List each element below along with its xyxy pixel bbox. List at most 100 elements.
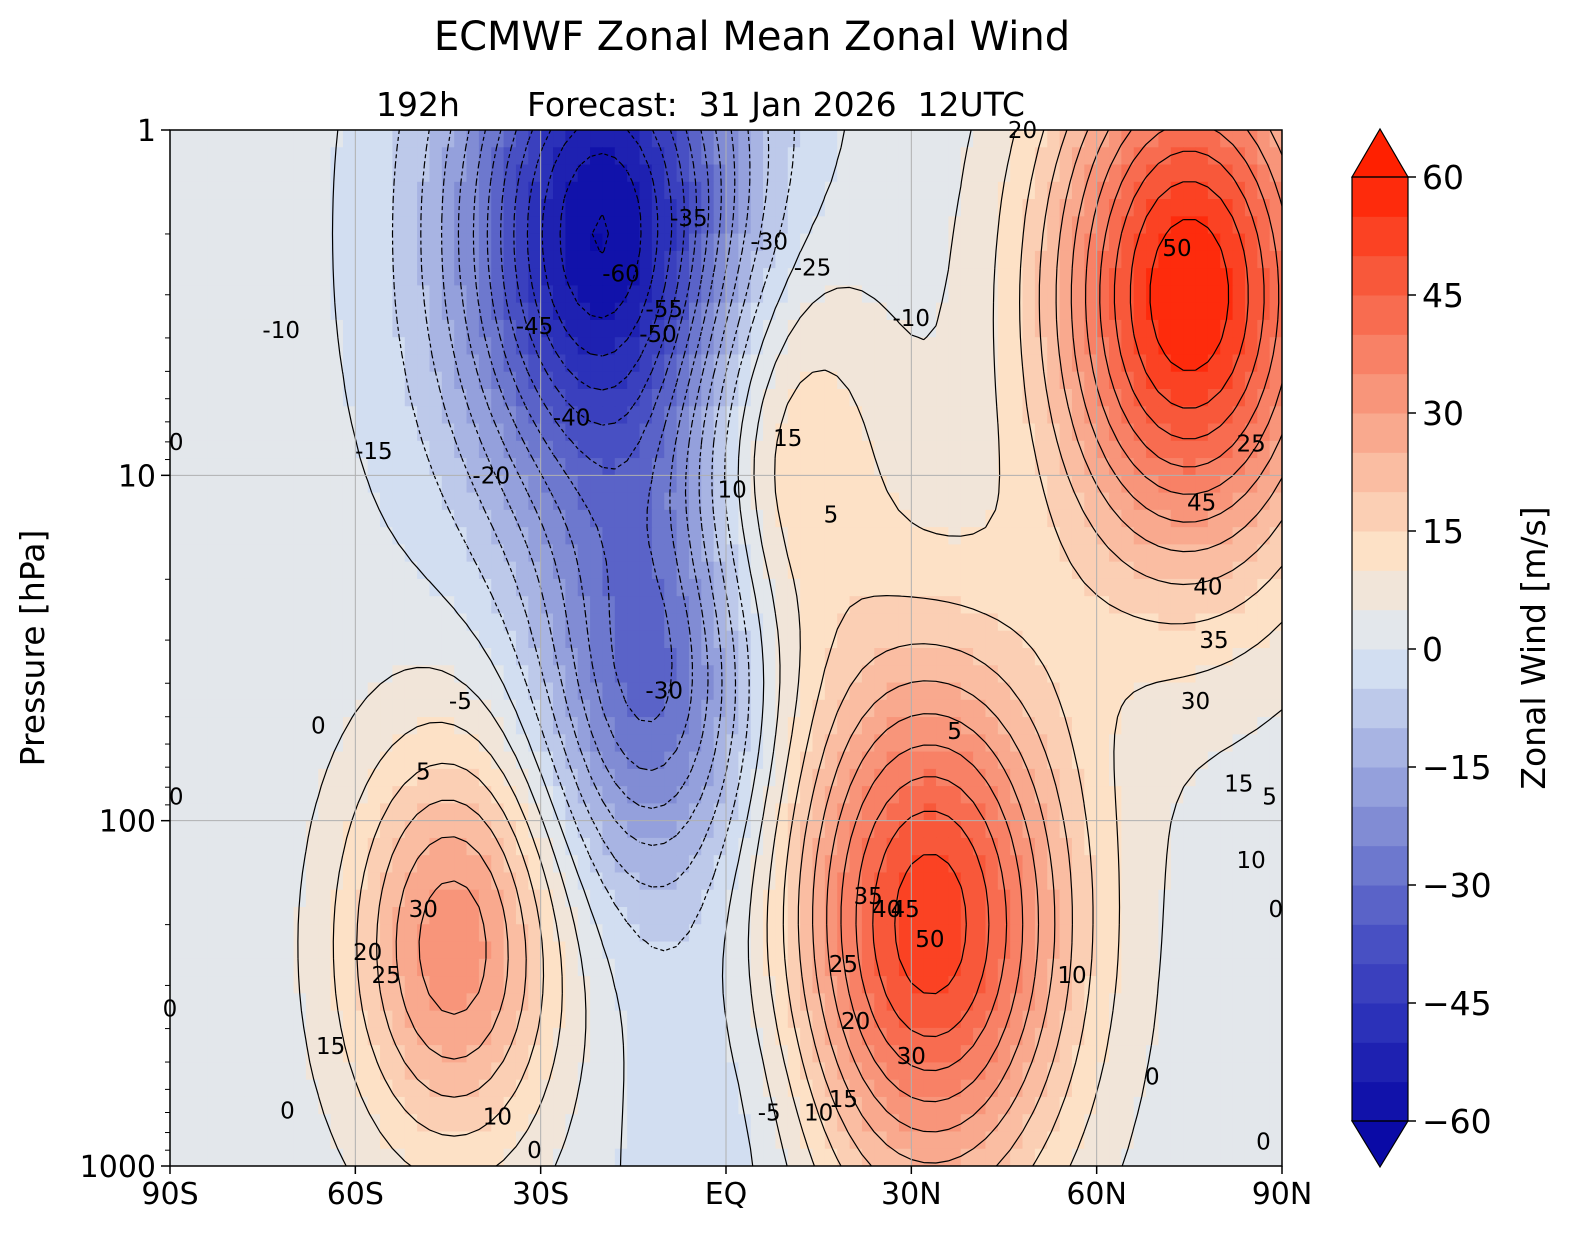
field-cell xyxy=(1244,786,1258,804)
field-cell xyxy=(417,751,431,770)
field-cell xyxy=(1170,130,1184,148)
field-cell xyxy=(380,458,393,476)
field-cell xyxy=(849,751,863,770)
field-cell xyxy=(392,924,406,943)
field-cell xyxy=(244,164,258,183)
field-cell xyxy=(874,233,888,252)
field-cell xyxy=(429,233,443,252)
field-cell xyxy=(170,440,183,459)
field-cell xyxy=(960,302,974,321)
field-cell xyxy=(726,509,739,528)
field-cell xyxy=(503,751,517,770)
field-cell xyxy=(170,302,183,321)
field-cell xyxy=(342,181,356,200)
field-cell xyxy=(849,509,863,528)
field-cell xyxy=(342,699,356,718)
field-cell xyxy=(713,613,727,632)
field-cell xyxy=(1084,734,1098,753)
field-cell xyxy=(577,130,591,148)
field-cell xyxy=(1146,268,1160,286)
field-cell xyxy=(1170,250,1184,269)
field-cell xyxy=(800,1010,814,1029)
field-cell xyxy=(182,665,196,684)
field-cell xyxy=(1257,665,1271,684)
field-cell xyxy=(898,596,912,615)
field-cell xyxy=(948,475,962,494)
field-cell xyxy=(540,354,554,373)
field-cell xyxy=(1096,976,1110,994)
field-cell xyxy=(367,734,381,753)
field-cell xyxy=(1195,527,1209,545)
field-cell xyxy=(182,803,196,822)
field-cell xyxy=(380,855,393,874)
field-cell xyxy=(540,596,554,615)
field-cell xyxy=(466,578,480,597)
field-cell xyxy=(590,319,604,338)
field-cell xyxy=(688,803,702,822)
field-cell xyxy=(330,406,344,425)
field-cell xyxy=(565,734,579,753)
field-cell xyxy=(528,1045,542,1063)
field-cell xyxy=(219,181,233,200)
field-cell xyxy=(429,147,443,166)
field-cell xyxy=(936,302,949,321)
field-cell xyxy=(170,648,183,666)
field-cell xyxy=(1220,976,1234,994)
field-cell xyxy=(515,337,529,356)
field-cell xyxy=(614,976,628,994)
field-cell xyxy=(1084,1027,1098,1046)
field-cell xyxy=(392,1079,406,1098)
field-cell xyxy=(1207,889,1221,908)
field-cell xyxy=(713,440,727,459)
field-cell xyxy=(1109,423,1122,442)
field-cell xyxy=(392,855,406,874)
field-cell xyxy=(874,717,888,735)
field-cell xyxy=(1232,1062,1246,1081)
field-cell xyxy=(1034,233,1048,252)
field-cell xyxy=(923,475,937,494)
field-cell xyxy=(392,199,406,217)
field-cell xyxy=(1010,199,1024,217)
field-cell xyxy=(1010,250,1024,269)
field-cell xyxy=(750,613,764,632)
field-cell xyxy=(664,976,678,994)
field-cell xyxy=(491,164,505,183)
field-cell xyxy=(404,1079,418,1098)
field-cell xyxy=(812,371,826,390)
field-cell xyxy=(429,319,443,338)
field-cell xyxy=(207,250,221,269)
field-cell xyxy=(1034,613,1048,632)
field-cell xyxy=(936,717,949,735)
field-cell xyxy=(318,285,332,304)
field-cell xyxy=(651,561,665,580)
field-cell xyxy=(194,130,208,148)
field-cell xyxy=(874,837,888,856)
field-cell xyxy=(676,561,690,580)
field-cell xyxy=(207,1010,221,1029)
field-cell xyxy=(738,976,752,994)
field-cell xyxy=(404,337,418,356)
field-cell xyxy=(886,958,900,977)
field-cell xyxy=(182,509,196,528)
field-cell xyxy=(787,751,801,770)
field-cell xyxy=(281,786,295,804)
field-cell xyxy=(540,216,554,235)
field-cell xyxy=(577,199,591,217)
field-cell xyxy=(664,751,678,770)
field-cell xyxy=(207,130,221,148)
field-cell xyxy=(1269,768,1282,787)
field-cell xyxy=(268,786,282,804)
field-cell xyxy=(540,423,554,442)
field-cell xyxy=(1047,820,1061,839)
field-cell xyxy=(466,699,480,718)
field-cell xyxy=(1059,837,1073,856)
field-cell xyxy=(602,285,616,304)
field-cell xyxy=(936,665,949,684)
field-cell xyxy=(639,389,653,407)
field-cell xyxy=(553,285,566,304)
field-cell xyxy=(553,354,566,373)
field-cell xyxy=(1244,976,1258,994)
field-cell xyxy=(750,492,764,511)
field-cell xyxy=(540,371,554,390)
field-cell xyxy=(1183,199,1197,217)
